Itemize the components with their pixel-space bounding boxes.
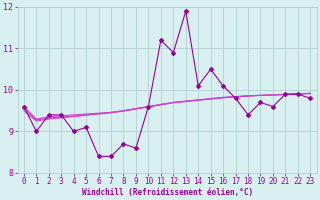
X-axis label: Windchill (Refroidissement éolien,°C): Windchill (Refroidissement éolien,°C): [82, 188, 253, 197]
